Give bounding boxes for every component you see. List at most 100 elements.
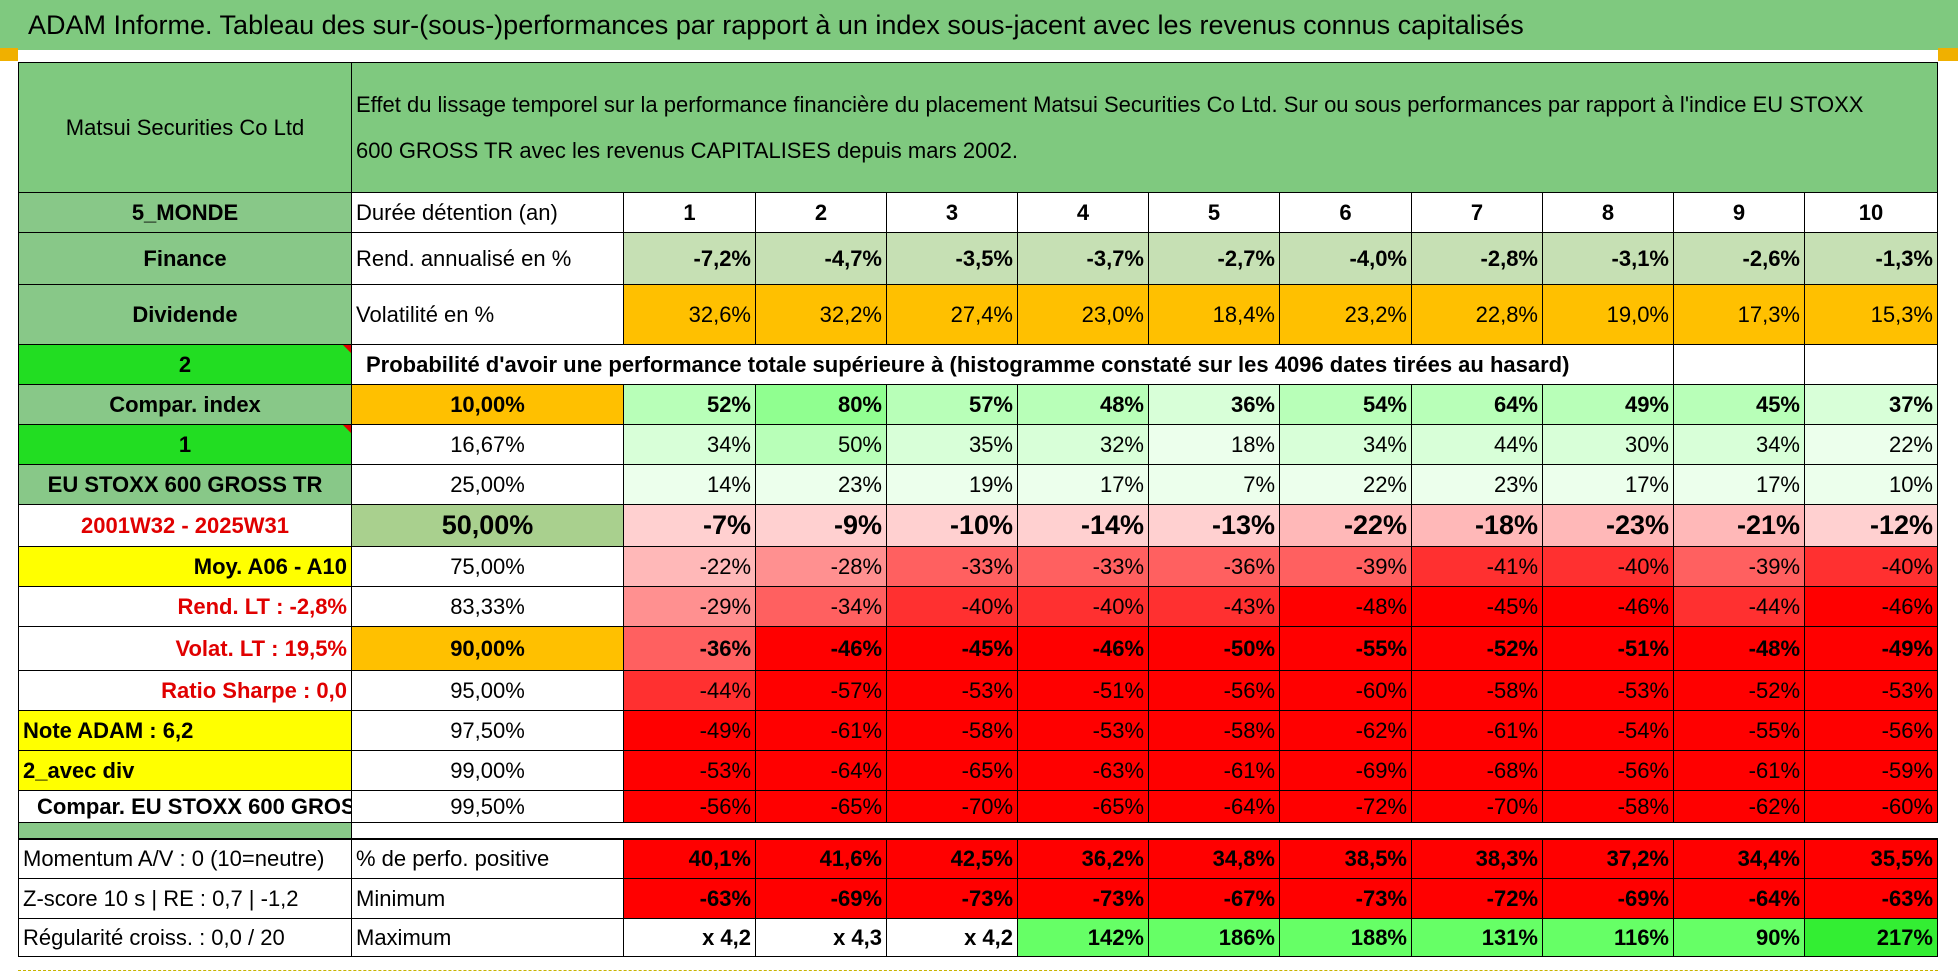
quantile-cell: -13% bbox=[1149, 505, 1280, 547]
quantile-cell: 32% bbox=[1018, 425, 1149, 465]
label-pct-pos: % de perfo. positive bbox=[352, 839, 624, 879]
quantile-cell: -61% bbox=[1149, 751, 1280, 791]
quantile-cell: -70% bbox=[1412, 791, 1543, 823]
quantile-cell: -33% bbox=[1018, 547, 1149, 587]
quantile-cell: -72% bbox=[1280, 791, 1412, 823]
rend-cell: -3,5% bbox=[887, 233, 1018, 285]
volat-cell: 19,0% bbox=[1543, 285, 1674, 345]
side-cell-momentum: Momentum A/V : 0 (10=neutre) bbox=[18, 839, 352, 879]
quantile-cell: -62% bbox=[1674, 791, 1805, 823]
quantile-cell: -7% bbox=[624, 505, 756, 547]
quantile-cell: 19% bbox=[887, 465, 1018, 505]
quantile-cell: -65% bbox=[887, 751, 1018, 791]
quantile-cell: 35% bbox=[887, 425, 1018, 465]
quantile-cell: -12% bbox=[1805, 505, 1938, 547]
maximum-cell: x 4,2 bbox=[624, 919, 756, 957]
quantile-cell: -63% bbox=[1018, 751, 1149, 791]
quantile-cell: -39% bbox=[1280, 547, 1412, 587]
side-cell-sector: Finance bbox=[18, 233, 352, 285]
label-minimum: Minimum bbox=[352, 879, 624, 919]
quantile-cell: 50% bbox=[756, 425, 887, 465]
pct-pos-cell: 37,2% bbox=[1543, 839, 1674, 879]
quantile-cell: 80% bbox=[756, 385, 887, 425]
quantile-cell: -59% bbox=[1805, 751, 1938, 791]
quantile-cell: -54% bbox=[1543, 711, 1674, 751]
year-header: 4 bbox=[1018, 193, 1149, 233]
volat-cell: 22,8% bbox=[1412, 285, 1543, 345]
quantile-cell: -56% bbox=[1805, 711, 1938, 751]
quantile-cell: -40% bbox=[887, 587, 1018, 627]
quantile-cell: 18% bbox=[1149, 425, 1280, 465]
year-header: 6 bbox=[1280, 193, 1412, 233]
rend-cell: -1,3% bbox=[1805, 233, 1938, 285]
quantile-cell: 64% bbox=[1412, 385, 1543, 425]
pct-pos-cell: 38,5% bbox=[1280, 839, 1412, 879]
quantile-cell: -69% bbox=[1280, 751, 1412, 791]
quantile-cell: -53% bbox=[887, 671, 1018, 711]
side-cell-regularite: Régularité croiss. : 0,0 / 20 bbox=[18, 919, 352, 957]
quantile-cell: -36% bbox=[1149, 547, 1280, 587]
quantile-cell: -46% bbox=[1543, 587, 1674, 627]
quantile-cell: -52% bbox=[1412, 627, 1543, 671]
rend-cell: -3,7% bbox=[1018, 233, 1149, 285]
pct-pos-cell: 38,3% bbox=[1412, 839, 1543, 879]
minimum-cell: -73% bbox=[887, 879, 1018, 919]
quantile-cell: -22% bbox=[1280, 505, 1412, 547]
quantile-cell: -61% bbox=[1674, 751, 1805, 791]
rend-cell: -4,0% bbox=[1280, 233, 1412, 285]
side-cell-region: 5_MONDE bbox=[18, 193, 352, 233]
bottom-dashed-line bbox=[18, 970, 1938, 971]
side-cell-sharpe: Ratio Sharpe : 0,0 bbox=[18, 671, 352, 711]
quantile-cell: 17% bbox=[1674, 465, 1805, 505]
quantile-cell: 7% bbox=[1149, 465, 1280, 505]
quantile-cell: 34% bbox=[1280, 425, 1412, 465]
quantile-cell: -70% bbox=[887, 791, 1018, 823]
side-cell-compar-index: Compar. index bbox=[18, 385, 352, 425]
quantile-cell: -53% bbox=[1018, 711, 1149, 751]
quantile-label: 75,00% bbox=[352, 547, 624, 587]
quantile-cell: -64% bbox=[1149, 791, 1280, 823]
orange-marker-right bbox=[1938, 48, 1958, 61]
year-header: 1 bbox=[624, 193, 756, 233]
quantile-cell: 36% bbox=[1149, 385, 1280, 425]
quantile-cell: -68% bbox=[1412, 751, 1543, 791]
quantile-cell: -60% bbox=[1280, 671, 1412, 711]
quantile-cell: -61% bbox=[756, 711, 887, 751]
quantile-cell: 22% bbox=[1280, 465, 1412, 505]
quantile-cell: 22% bbox=[1805, 425, 1938, 465]
quantile-cell: 45% bbox=[1674, 385, 1805, 425]
quantile-cell: 17% bbox=[1543, 465, 1674, 505]
label-rend: Rend. annualisé en % bbox=[352, 233, 624, 285]
minimum-cell: -69% bbox=[756, 879, 887, 919]
quantile-cell: -58% bbox=[1412, 671, 1543, 711]
report-title: ADAM Informe. Tableau des sur-(sous-)per… bbox=[28, 10, 1524, 40]
quantile-cell: -22% bbox=[624, 547, 756, 587]
quantile-cell: -56% bbox=[1149, 671, 1280, 711]
volat-cell: 23,2% bbox=[1280, 285, 1412, 345]
quantile-cell: 49% bbox=[1543, 385, 1674, 425]
maximum-cell: 90% bbox=[1674, 919, 1805, 957]
maximum-cell: 188% bbox=[1280, 919, 1412, 957]
quantile-label: 99,00% bbox=[352, 751, 624, 791]
minimum-cell: -73% bbox=[1280, 879, 1412, 919]
description-header: Effet du lissage temporel sur la perform… bbox=[352, 62, 1938, 193]
quantile-cell: -58% bbox=[887, 711, 1018, 751]
pct-pos-cell: 42,5% bbox=[887, 839, 1018, 879]
pct-pos-cell: 34,8% bbox=[1149, 839, 1280, 879]
minimum-cell: -63% bbox=[1805, 879, 1938, 919]
side-cell-value-2: 2 bbox=[18, 345, 352, 385]
quantile-cell: -9% bbox=[756, 505, 887, 547]
quantile-cell: 17% bbox=[1018, 465, 1149, 505]
pct-pos-cell: 35,5% bbox=[1805, 839, 1938, 879]
report-title-bar: ADAM Informe. Tableau des sur-(sous-)per… bbox=[0, 0, 1958, 50]
quantile-cell: -45% bbox=[887, 627, 1018, 671]
proba-blank-1 bbox=[1674, 345, 1805, 385]
label-maximum: Maximum bbox=[352, 919, 624, 957]
pct-pos-cell: 34,4% bbox=[1674, 839, 1805, 879]
volat-cell: 15,3% bbox=[1805, 285, 1938, 345]
maximum-cell: 142% bbox=[1018, 919, 1149, 957]
maximum-cell: 116% bbox=[1543, 919, 1674, 957]
quantile-cell: 44% bbox=[1412, 425, 1543, 465]
quantile-label: 50,00% bbox=[352, 505, 624, 547]
quantile-cell: -46% bbox=[756, 627, 887, 671]
